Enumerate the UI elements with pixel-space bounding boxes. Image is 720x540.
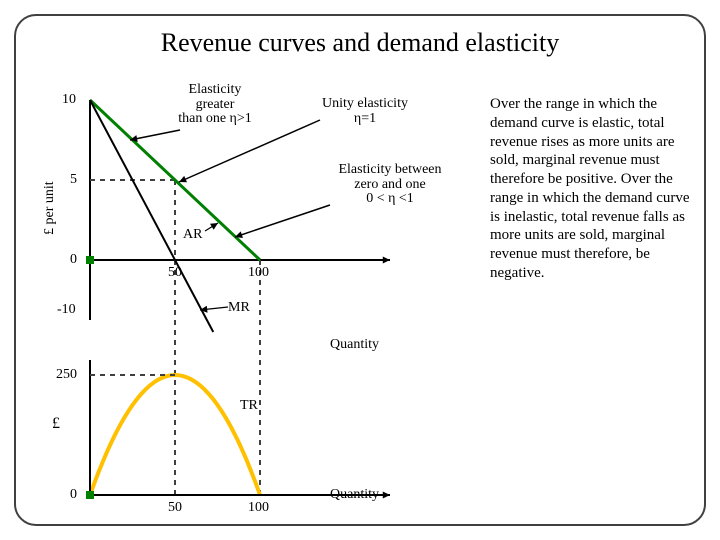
top-quantity-label: Quantity [330, 337, 379, 353]
explanatory-paragraph: Over the range in which the demand curve… [490, 95, 700, 283]
bottom-ytick-0: 0 [70, 487, 77, 503]
ytick-10: 10 [62, 92, 76, 108]
elastic-l2: greater [170, 98, 260, 113]
top-xtick-50: 50 [168, 265, 182, 281]
elastic-l1: Elasticity [170, 83, 260, 98]
tr-label: TR [240, 398, 258, 414]
between-l2: zero and one [325, 178, 455, 193]
ar-label: AR [183, 227, 202, 243]
elastic-greater-block: Elasticity greater than one η>1 [170, 83, 260, 127]
elastic-l3: than one η>1 [170, 112, 260, 127]
unity-l2: η=1 [310, 112, 420, 127]
ytick-0: 0 [70, 252, 77, 268]
between-l3: 0 < η <1 [325, 192, 455, 207]
top-y-axis-label: £ per unit [42, 181, 58, 235]
ytick-5: 5 [70, 172, 77, 188]
charts-region: £ per unit 10 5 0 -10 50 100 AR MR Quant… [30, 75, 490, 520]
bottom-y-axis-label: £ [52, 415, 60, 433]
between-l1: Elasticity between [325, 163, 455, 178]
mr-label: MR [228, 300, 250, 316]
slide-title: Revenue curves and demand elasticity [0, 28, 720, 58]
bottom-ytick-250: 250 [56, 367, 77, 383]
unity-l1: Unity elasticity [310, 97, 420, 112]
chart-svg [30, 75, 490, 520]
ytick-m10: -10 [57, 302, 76, 318]
bottom-quantity-label: Quantity [330, 487, 379, 503]
unity-elasticity-block: Unity elasticity η=1 [310, 97, 420, 126]
elasticity-between-block: Elasticity between zero and one 0 < η <1 [325, 163, 455, 207]
top-xtick-100: 100 [248, 265, 269, 281]
bottom-xtick-50: 50 [168, 500, 182, 516]
bottom-xtick-100: 100 [248, 500, 269, 516]
